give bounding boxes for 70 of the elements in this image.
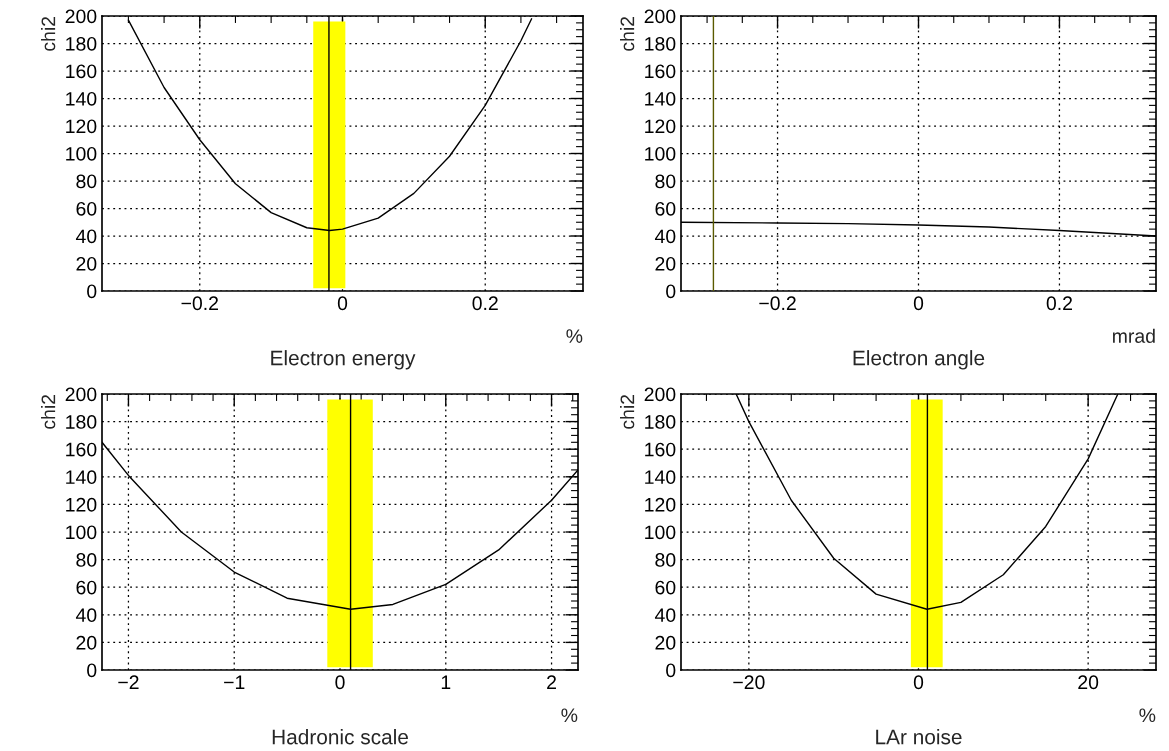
x-tick-label: −20 — [733, 675, 765, 690]
y-tick-label: 140 — [645, 470, 676, 485]
y-tick-label: 0 — [87, 663, 97, 678]
x-tick-label: 0 — [337, 296, 348, 311]
y-tick-label: 180 — [66, 415, 97, 429]
y-tick-label: 120 — [66, 119, 97, 134]
y-tick-label: 180 — [66, 36, 97, 51]
y-axis-title: chi2 — [41, 394, 56, 429]
text: % — [566, 329, 583, 343]
y-tick-label: 120 — [645, 497, 676, 512]
y-tick-label: 60 — [655, 201, 676, 216]
x-tick-label: 1 — [441, 675, 451, 689]
y-tick-label: 160 — [66, 64, 97, 79]
y-tick-label: 100 — [645, 146, 676, 161]
x-tick-label: 2 — [547, 675, 556, 689]
x-tick-label: 0.2 — [1046, 296, 1072, 311]
y-tick-label: 20 — [655, 256, 676, 271]
y-tick-label: 160 — [66, 442, 97, 457]
y-axis-title: chi2 — [620, 16, 635, 51]
y-tick-label: 20 — [76, 635, 97, 650]
y-tick-label: 60 — [76, 201, 97, 216]
y-tick-label: 60 — [655, 580, 676, 595]
y-tick-label: 60 — [76, 580, 97, 595]
y-tick-label: 160 — [645, 442, 676, 457]
y-tick-label: 180 — [645, 36, 676, 51]
x-axis-title: Hadronic scale — [272, 729, 408, 745]
y-tick-label: 40 — [654, 608, 676, 623]
x-axis-title: Electron angle — [853, 350, 985, 370]
x-tick-label: −2 — [118, 675, 139, 689]
y-tick-label: 0 — [666, 284, 676, 299]
y-tick-label: 120 — [66, 497, 97, 512]
y-tick-label: 200 — [65, 9, 97, 24]
y-axis-title: chi2 — [620, 394, 635, 429]
y-tick-label: 200 — [644, 9, 676, 24]
y-tick-label: 80 — [76, 174, 97, 189]
y-tick-label: 0 — [666, 663, 676, 678]
x-tick-label: 0 — [913, 296, 924, 311]
y-tick-label: 100 — [645, 525, 676, 540]
x-tick-label: −1 — [224, 675, 245, 689]
y-tick-label: 100 — [66, 146, 97, 161]
y-tick-label: 200 — [644, 387, 676, 402]
x-tick-label: −0.2 — [181, 296, 218, 311]
y-tick-label: 140 — [645, 91, 676, 106]
y-tick-label: 0 — [87, 284, 97, 299]
y-tick-label: 160 — [645, 64, 676, 79]
y-tick-label: 140 — [66, 91, 97, 106]
y-tick-label: 140 — [66, 470, 97, 485]
x-tick-label: 0.2 — [472, 296, 498, 311]
text: mrad — [1112, 328, 1155, 343]
y-axis-title: chi2 — [41, 16, 56, 51]
y-tick-label: 180 — [645, 415, 676, 429]
y-tick-label: 100 — [66, 525, 97, 540]
y-tick-label: 200 — [65, 387, 97, 402]
y-tick-label: 20 — [76, 256, 97, 271]
y-tick-label: 40 — [75, 608, 97, 623]
y-tick-label: 80 — [655, 174, 676, 189]
x-tick-label: 0 — [913, 675, 924, 690]
y-tick-label: 80 — [655, 553, 676, 567]
x-axis-title: LAr noise — [876, 729, 962, 745]
x-axis-title: Electron energy — [271, 350, 416, 370]
x-tick-label: −0.2 — [759, 296, 796, 311]
x-tick-label: 20 — [1078, 675, 1099, 690]
y-tick-label: 80 — [76, 553, 97, 567]
y-tick-label: 40 — [75, 229, 97, 244]
text: % — [561, 708, 578, 723]
y-tick-label: 40 — [654, 229, 676, 244]
text: % — [1139, 708, 1156, 723]
x-tick-label: 0 — [335, 675, 345, 690]
y-tick-label: 120 — [645, 119, 676, 134]
y-tick-label: 20 — [655, 635, 676, 650]
